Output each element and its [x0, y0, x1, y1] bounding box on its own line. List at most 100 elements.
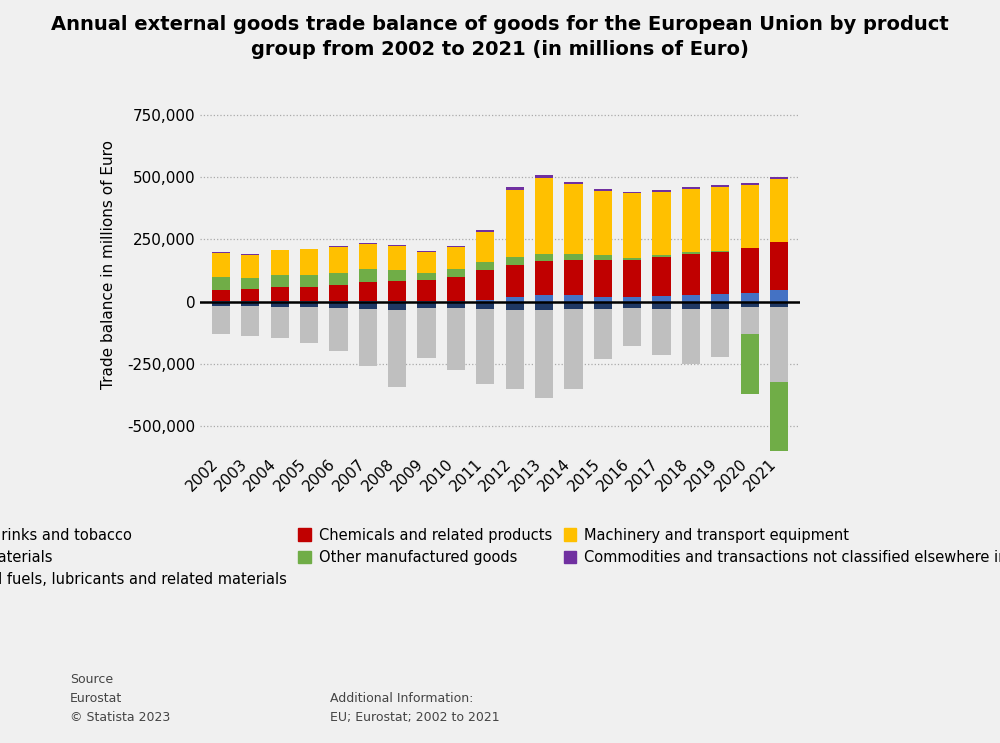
Bar	[770, 307, 788, 382]
Bar	[476, 302, 494, 309]
Bar	[506, 265, 524, 296]
Bar	[300, 302, 318, 307]
Bar	[594, 308, 612, 359]
Bar	[770, 382, 788, 467]
Bar	[741, 302, 759, 307]
Bar	[623, 308, 641, 346]
Bar	[300, 249, 318, 250]
Bar	[506, 310, 524, 389]
Bar	[359, 282, 377, 301]
Bar	[741, 185, 759, 247]
Text: Additional Information:
EU; Eurostat; 2002 to 2021: Additional Information: EU; Eurostat; 20…	[330, 692, 500, 724]
Bar	[564, 260, 583, 296]
Bar	[652, 192, 671, 255]
Bar	[212, 302, 230, 306]
Bar	[417, 308, 436, 357]
Bar	[212, 290, 230, 301]
Bar	[594, 260, 612, 296]
Bar	[564, 302, 583, 309]
Bar	[476, 233, 494, 262]
Bar	[682, 253, 700, 295]
Bar	[447, 308, 465, 371]
Bar	[271, 302, 289, 307]
Bar	[623, 192, 641, 193]
Bar	[741, 184, 759, 185]
Bar	[271, 301, 289, 302]
Bar	[212, 253, 230, 277]
Bar	[329, 245, 348, 247]
Bar	[388, 244, 406, 246]
Bar	[711, 187, 729, 251]
Bar	[506, 190, 524, 257]
Bar	[329, 273, 348, 285]
Bar	[447, 270, 465, 277]
Bar	[770, 302, 788, 307]
Bar	[564, 296, 583, 302]
Bar	[770, 241, 788, 291]
Bar	[506, 302, 524, 310]
Bar	[241, 306, 259, 336]
Bar	[623, 297, 641, 302]
Bar	[329, 247, 348, 273]
Bar	[300, 288, 318, 301]
Bar	[476, 262, 494, 270]
Bar	[271, 250, 289, 275]
Bar	[594, 302, 612, 308]
Bar	[770, 291, 788, 302]
Bar	[652, 308, 671, 354]
Bar	[711, 308, 729, 357]
Bar	[623, 260, 641, 297]
Bar	[623, 193, 641, 258]
Bar	[741, 307, 759, 334]
Bar	[682, 302, 700, 309]
Bar	[652, 255, 671, 257]
Bar	[329, 301, 348, 302]
Bar	[241, 289, 259, 301]
Bar	[711, 186, 729, 187]
Bar	[359, 244, 377, 269]
Bar	[271, 288, 289, 301]
Bar	[594, 189, 612, 191]
Bar	[682, 189, 700, 253]
Bar	[623, 258, 641, 260]
Bar	[388, 281, 406, 302]
Bar	[359, 242, 377, 244]
Bar	[329, 308, 348, 351]
Bar	[741, 293, 759, 302]
Bar	[241, 255, 259, 278]
Bar	[770, 178, 788, 180]
Bar	[329, 302, 348, 308]
Bar	[300, 307, 318, 343]
Bar	[711, 252, 729, 294]
Bar	[447, 277, 465, 301]
Bar	[594, 296, 612, 302]
Bar	[447, 247, 465, 270]
Legend: Food, drinks and tobacco, Raw materials, Mineral fuels, lubricants and related m: Food, drinks and tobacco, Raw materials,…	[0, 528, 1000, 587]
Bar	[682, 295, 700, 302]
Bar	[476, 270, 494, 300]
Bar	[212, 306, 230, 334]
Bar	[388, 310, 406, 387]
Bar	[300, 250, 318, 276]
Bar	[506, 187, 524, 190]
Title: Annual external goods trade balance of goods for the European Union by product
g: Annual external goods trade balance of g…	[51, 15, 949, 59]
Bar	[476, 300, 494, 302]
Bar	[594, 256, 612, 260]
Bar	[271, 307, 289, 338]
Bar	[535, 175, 553, 178]
Bar	[652, 190, 671, 192]
Bar	[594, 191, 612, 256]
Bar	[564, 182, 583, 184]
Bar	[476, 230, 494, 233]
Bar	[447, 246, 465, 247]
Bar	[652, 257, 671, 296]
Bar	[300, 276, 318, 288]
Bar	[417, 280, 436, 301]
Bar	[271, 275, 289, 288]
Bar	[741, 334, 759, 394]
Bar	[711, 294, 729, 302]
Bar	[388, 246, 406, 270]
Y-axis label: Trade balance in millions of Euro: Trade balance in millions of Euro	[101, 140, 116, 389]
Bar	[564, 309, 583, 389]
Bar	[359, 302, 377, 309]
